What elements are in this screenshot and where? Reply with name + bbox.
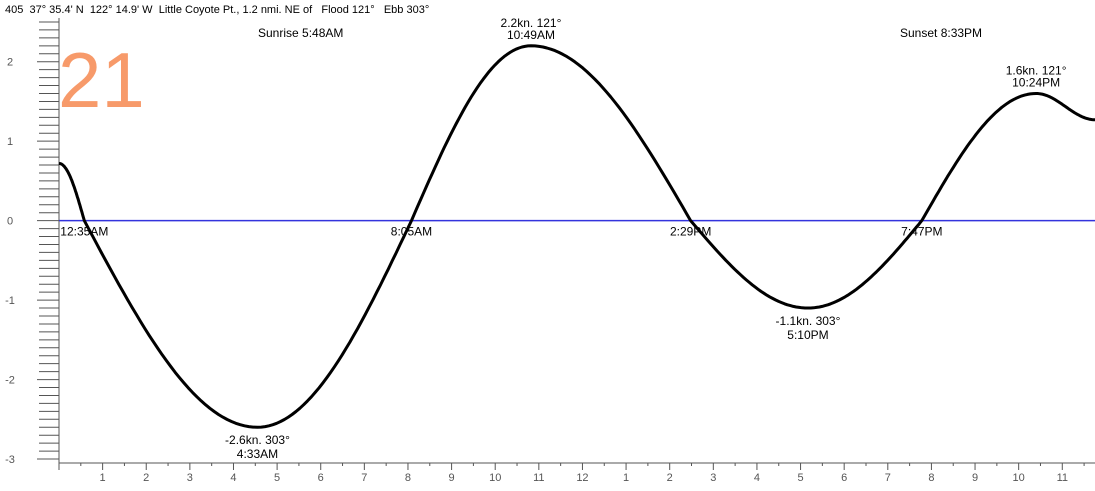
x-axis-ticks: 1 2 3 4 5 6 7 8 9 10 11 12 1 2 3 4 5 6 7 8 9 10 11 <box>58 463 1085 484</box>
max-flood-speed-label: 2.2kn. 121° <box>501 16 562 30</box>
x-tick-label: 8 <box>928 472 934 484</box>
y-tick-label: 2 <box>7 57 13 69</box>
x-tick-label: 11 <box>533 472 544 484</box>
y-tick-label: -3 <box>5 454 15 466</box>
current-curve <box>58 44 1095 429</box>
x-tick-label: 2 <box>143 472 149 484</box>
x-tick-label: 1 <box>623 472 629 484</box>
flood-direction: Flood 121° <box>321 4 375 16</box>
slack-time-label: 7:47PM <box>901 225 942 239</box>
x-tick-label: 10 <box>489 472 501 484</box>
x-tick-label: 11 <box>1057 472 1068 484</box>
x-tick-label: 6 <box>841 472 847 484</box>
y-tick-label: 0 <box>7 216 13 228</box>
plot-area: 21 Sunrise 5:48AM Sunset 8:33PM 210-1-2-… <box>5 16 1095 484</box>
max-flood-time-label: 10:49AM <box>507 28 555 42</box>
x-tick-label: 5 <box>797 472 803 484</box>
x-tick-label: 2 <box>667 472 673 484</box>
station-number: 405 <box>5 4 24 16</box>
latitude: 37° 35.4' N <box>29 4 84 16</box>
max-ebb-speed-label: -2.6kn. 303° <box>225 433 290 447</box>
station-name: Little Coyote Pt., 1.2 nmi. NE of <box>158 4 313 16</box>
slack-time-label: 2:29PM <box>670 225 711 239</box>
x-tick-label: 3 <box>187 472 193 484</box>
y-minor-ticks <box>37 21 59 460</box>
y-tick-label: -1 <box>5 295 15 307</box>
x-tick-label: 10 <box>1013 472 1025 484</box>
x-tick-label: 4 <box>230 472 236 484</box>
y-tick-label: 1 <box>7 136 13 148</box>
x-tick-label: 5 <box>274 472 280 484</box>
max-flood-time-label: 10:24PM <box>1012 75 1060 89</box>
x-tick-label: 9 <box>449 472 455 484</box>
sunrise-label: Sunrise 5:48AM <box>258 26 343 40</box>
x-tick-label: 6 <box>318 472 324 484</box>
x-tick-label: 1 <box>100 472 106 484</box>
day-number: 21 <box>58 36 145 124</box>
max-ebb-time-label: 5:10PM <box>787 328 828 342</box>
max-flood-speed-label: 1.6kn. 121° <box>1006 63 1067 77</box>
station-header: 405 37° 35.4' N 122° 14.9' W Little Coyo… <box>5 4 429 16</box>
x-tick-label: 8 <box>405 472 411 484</box>
slack-time-label: 8:05AM <box>391 225 432 239</box>
y-tick-label: -2 <box>5 375 15 387</box>
event-labels: 12:35AM -2.6kn. 303°4:33AM 8:05AM 2.2kn. 12… <box>60 16 1066 461</box>
x-tick-label: 3 <box>710 472 716 484</box>
x-tick-label: 7 <box>361 472 367 484</box>
x-tick-label: 7 <box>885 472 891 484</box>
x-tick-label: 9 <box>972 472 978 484</box>
slack-time-label: 12:35AM <box>60 225 108 239</box>
y-axis-ticks: 2 1 0 -1 -2 -3 <box>5 57 15 466</box>
longitude: 122° 14.9' W <box>89 4 153 16</box>
ebb-direction: Ebb 303° <box>383 4 430 16</box>
sunset-label: Sunset 8:33PM <box>900 26 982 40</box>
x-tick-label: 4 <box>754 472 760 484</box>
x-tick-label: 12 <box>576 472 588 484</box>
max-ebb-time-label: 4:33AM <box>237 447 278 461</box>
max-ebb-speed-label: -1.1kn. 303° <box>776 314 841 328</box>
